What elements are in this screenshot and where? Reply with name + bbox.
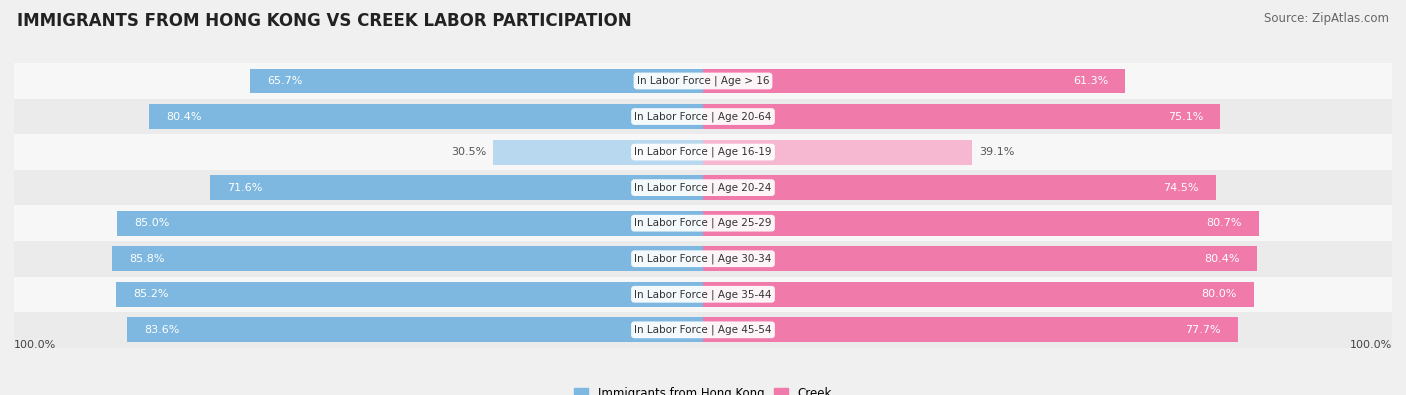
Bar [14,205,1392,241]
Bar [703,211,1258,235]
Bar [209,175,703,200]
Text: In Labor Force | Age 35-44: In Labor Force | Age 35-44 [634,289,772,299]
Bar [127,318,703,342]
Bar [117,211,703,235]
Text: 80.4%: 80.4% [1204,254,1240,264]
Bar [14,312,1392,348]
Bar [112,246,703,271]
Bar [149,104,703,129]
Text: 30.5%: 30.5% [451,147,486,157]
Text: 75.1%: 75.1% [1168,111,1204,122]
Text: 80.7%: 80.7% [1206,218,1241,228]
Text: 77.7%: 77.7% [1185,325,1220,335]
Bar [494,139,703,164]
Text: 100.0%: 100.0% [1350,340,1392,350]
Text: 80.4%: 80.4% [166,111,202,122]
Bar [703,246,1257,271]
Text: 85.2%: 85.2% [134,289,169,299]
Legend: Immigrants from Hong Kong, Creek: Immigrants from Hong Kong, Creek [569,382,837,395]
Text: In Labor Force | Age 25-29: In Labor Force | Age 25-29 [634,218,772,228]
Text: 85.8%: 85.8% [129,254,165,264]
Text: In Labor Force | Age 20-24: In Labor Force | Age 20-24 [634,182,772,193]
Bar [14,276,1392,312]
Text: 61.3%: 61.3% [1073,76,1108,86]
Bar [703,318,1239,342]
Text: In Labor Force | Age 30-34: In Labor Force | Age 30-34 [634,254,772,264]
Bar [14,99,1392,134]
Bar [703,175,1216,200]
Bar [14,134,1392,170]
Text: 83.6%: 83.6% [145,325,180,335]
Bar [14,63,1392,99]
Text: 74.5%: 74.5% [1164,182,1199,193]
Bar [250,68,703,93]
Text: In Labor Force | Age > 16: In Labor Force | Age > 16 [637,76,769,86]
Bar [703,139,973,164]
Bar [703,282,1254,307]
Text: IMMIGRANTS FROM HONG KONG VS CREEK LABOR PARTICIPATION: IMMIGRANTS FROM HONG KONG VS CREEK LABOR… [17,12,631,30]
Text: 71.6%: 71.6% [226,182,263,193]
Text: 80.0%: 80.0% [1202,289,1237,299]
Bar [703,104,1220,129]
Text: Source: ZipAtlas.com: Source: ZipAtlas.com [1264,12,1389,25]
Text: 39.1%: 39.1% [979,147,1015,157]
Bar [703,68,1125,93]
Bar [14,170,1392,205]
Text: In Labor Force | Age 45-54: In Labor Force | Age 45-54 [634,325,772,335]
Bar [14,241,1392,276]
Text: 65.7%: 65.7% [267,76,302,86]
Text: In Labor Force | Age 16-19: In Labor Force | Age 16-19 [634,147,772,157]
Text: 85.0%: 85.0% [135,218,170,228]
Bar [117,282,703,307]
Text: In Labor Force | Age 20-64: In Labor Force | Age 20-64 [634,111,772,122]
Text: 100.0%: 100.0% [14,340,56,350]
